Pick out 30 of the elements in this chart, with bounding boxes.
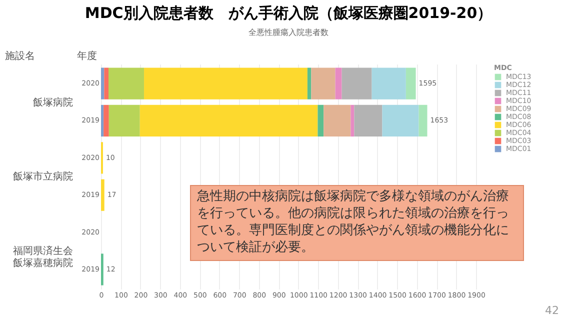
bar bbox=[108, 104, 140, 137]
bar bbox=[307, 68, 312, 100]
bar bbox=[382, 104, 419, 137]
bar bbox=[101, 179, 104, 211]
bar bbox=[350, 104, 354, 137]
bar bbox=[108, 68, 144, 100]
bar bbox=[101, 68, 104, 100]
bar bbox=[318, 104, 324, 137]
text: 飯塚市立病院 bbox=[13, 170, 73, 183]
chart-title: MDC別入院患者数 がん手術入院（飯塚医療圏2019-20） bbox=[84, 4, 492, 22]
chart-subtitle: 全悪性腫瘍入院患者数 bbox=[248, 28, 328, 37]
bar bbox=[311, 68, 336, 100]
bar bbox=[418, 104, 428, 137]
text: 42 bbox=[545, 304, 559, 317]
bar bbox=[406, 68, 416, 100]
bar bbox=[342, 68, 372, 100]
bar bbox=[104, 68, 108, 100]
text: 福岡県済生会飯塚嘉穂病院 bbox=[13, 245, 73, 270]
text: 年度 bbox=[77, 50, 97, 62]
bar bbox=[104, 104, 109, 137]
text: 飯塚病院 bbox=[33, 96, 73, 108]
bar bbox=[144, 68, 308, 100]
bar bbox=[354, 104, 382, 137]
bar bbox=[101, 104, 104, 137]
annotation: 急性期の中核病院は飯塚病院で多様な領域のがん治療を行っている。他の病院は限られた領域の治療を行っている。専門医制度との関係やがん領域の機能分化について検証が必要。 bbox=[190, 185, 524, 261]
text: 施設名 bbox=[5, 50, 35, 62]
bar bbox=[140, 104, 318, 137]
bar bbox=[324, 104, 351, 137]
bar bbox=[372, 68, 406, 100]
bar bbox=[335, 68, 342, 100]
